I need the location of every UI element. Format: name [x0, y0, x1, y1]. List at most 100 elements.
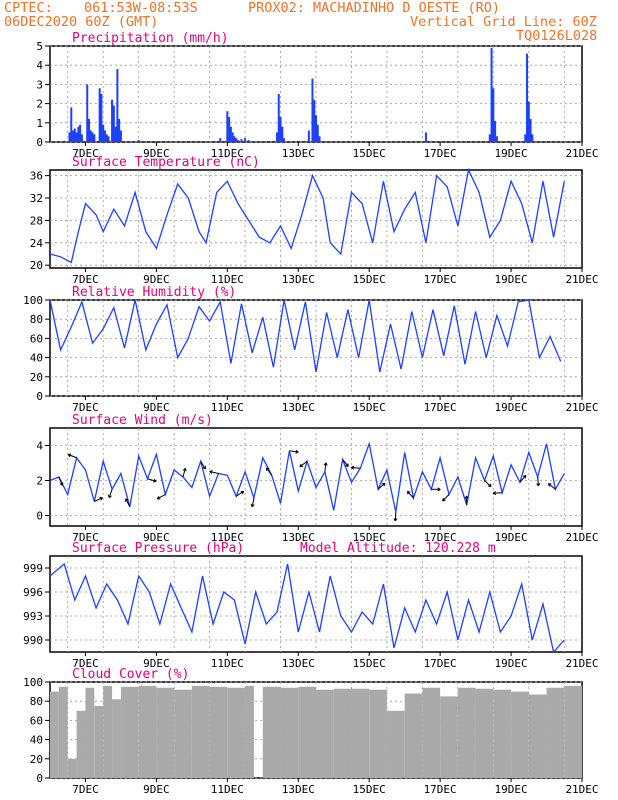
- wind-arrow: [289, 450, 299, 453]
- precip-bar: [488, 134, 491, 142]
- header-model-code: TQ0126L028: [516, 28, 598, 44]
- x-tick-label: 19DEC: [495, 401, 528, 414]
- wind-arrow-head: [153, 478, 157, 482]
- wind-arrow: [324, 462, 327, 472]
- precip-bar: [73, 128, 76, 142]
- cloud-bar: [493, 689, 512, 778]
- precip-bar: [116, 69, 119, 142]
- cloud-bar: [85, 687, 95, 778]
- precip-bar: [490, 47, 493, 142]
- wind-arrow: [548, 483, 556, 490]
- precip-bar: [531, 134, 534, 142]
- cloud-bar: [422, 687, 441, 778]
- precip-bar: [313, 99, 316, 142]
- y-tick-label: 0: [36, 772, 43, 785]
- panel-title: Surface Pressure (hPa): [72, 541, 244, 556]
- wind-arrow: [484, 480, 492, 488]
- wind-arrow-head: [251, 504, 255, 508]
- panel-title: Precipitation (mm/h): [72, 31, 229, 46]
- wind-arrow-head: [437, 487, 441, 490]
- cloud-bar: [386, 710, 405, 778]
- wind-arrow: [68, 454, 77, 459]
- y-tick-label: 993: [23, 610, 43, 623]
- precip-bar: [107, 136, 110, 142]
- header-run-time: 06DEC2020 60Z (GMT): [4, 14, 159, 30]
- wind-arrow: [251, 497, 255, 507]
- cloud-bar: [156, 687, 175, 778]
- cloud-bar: [191, 685, 210, 778]
- precip-bar: [315, 115, 317, 142]
- wind-arrow: [125, 498, 131, 507]
- y-tick-label: 100: [23, 676, 43, 689]
- precip-bar: [311, 78, 314, 142]
- x-tick-label: 7DEC: [72, 531, 99, 544]
- y-tick-label: 996: [23, 586, 43, 599]
- precip-bar: [68, 132, 71, 142]
- x-tick-label: 9DEC: [143, 147, 170, 160]
- x-tick-label: 7DEC: [72, 273, 99, 286]
- y-tick-label: 0: [36, 136, 43, 149]
- precip-bar: [80, 134, 83, 142]
- wind-arrow-head: [406, 491, 409, 495]
- precip-bar: [279, 117, 282, 142]
- x-tick-label: 21DEC: [565, 657, 598, 670]
- cloud-bar: [280, 687, 299, 778]
- cloud-bar: [404, 693, 423, 778]
- wind-arrow-head: [547, 483, 550, 487]
- x-tick-label: 13DEC: [282, 531, 315, 544]
- x-tick-label: 7DEC: [72, 657, 99, 670]
- wind-arrow: [537, 476, 539, 487]
- wind-arrow-head: [489, 483, 492, 487]
- wind-arrow-head: [182, 467, 186, 471]
- precip-bar: [219, 138, 222, 142]
- x-tick-label: 21DEC: [565, 531, 598, 544]
- x-tick-label: 17DEC: [424, 273, 457, 286]
- wind-arrow-head: [209, 471, 213, 474]
- wind-arrow: [442, 494, 450, 502]
- precip-bar: [112, 105, 115, 142]
- cloud-bar: [138, 685, 157, 778]
- precip-bar: [137, 140, 140, 142]
- precip-bar: [103, 130, 106, 142]
- x-tick-label: 9DEC: [143, 657, 170, 670]
- precip-bar: [307, 130, 310, 142]
- x-tick-label: 9DEC: [143, 273, 170, 286]
- x-tick-label: 17DEC: [424, 147, 457, 160]
- cloud-bar: [369, 689, 387, 778]
- wind-arrow-head: [464, 495, 468, 499]
- wind-arrow: [519, 475, 527, 483]
- y-tick-label: 40: [30, 352, 43, 365]
- precip-bar: [492, 88, 495, 142]
- precip-bar: [91, 132, 94, 142]
- y-tick-label: 80: [30, 313, 43, 326]
- header-coordinates: 061:53W-08:53S: [84, 0, 198, 16]
- precip-bar: [79, 124, 82, 142]
- cloud-bar: [209, 686, 228, 778]
- cloud-bar: [227, 687, 246, 778]
- precip-bar: [494, 120, 497, 142]
- precip-bar: [93, 134, 96, 142]
- x-tick-label: 15DEC: [353, 783, 386, 796]
- precip-bar: [100, 94, 103, 142]
- wind-arrow: [94, 497, 103, 502]
- precip-bar: [529, 118, 532, 142]
- precip-bar: [226, 111, 229, 142]
- precip-bar: [526, 53, 529, 142]
- cloud-bar: [58, 686, 68, 778]
- precip-bar: [247, 140, 250, 142]
- precip-bar: [524, 134, 527, 142]
- precip-bar: [89, 130, 92, 142]
- precip-bar: [88, 118, 91, 142]
- x-tick-label: 11DEC: [211, 401, 244, 414]
- cloud-bar: [564, 685, 582, 778]
- y-tick-label: 0: [36, 510, 43, 523]
- x-tick-label: 15DEC: [353, 531, 386, 544]
- precip-bar: [111, 99, 114, 142]
- x-tick-label: 15DEC: [353, 273, 386, 286]
- x-tick-label: 19DEC: [495, 657, 528, 670]
- precip-bar: [72, 130, 75, 142]
- precip-bar: [86, 84, 89, 142]
- x-tick-label: 11DEC: [211, 531, 244, 544]
- x-tick-label: 7DEC: [72, 147, 99, 160]
- precip-bar: [277, 94, 280, 142]
